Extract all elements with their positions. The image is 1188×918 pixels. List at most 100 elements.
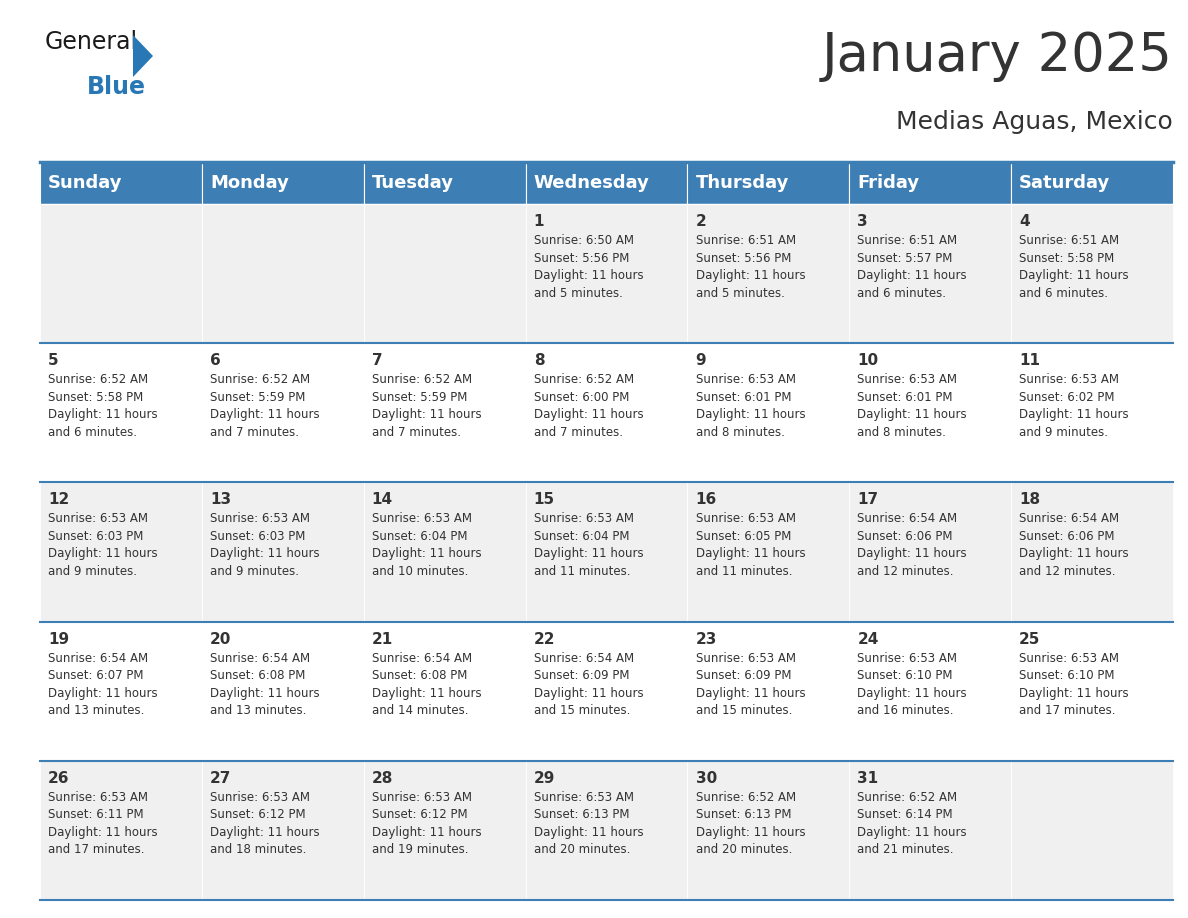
Text: 7: 7 [372, 353, 383, 368]
Bar [1011, 621, 1173, 761]
Text: 21: 21 [372, 632, 393, 646]
Text: 23: 23 [695, 632, 716, 646]
Text: January 2025: January 2025 [822, 30, 1173, 82]
Text: Sunrise: 6:53 AM
Sunset: 6:10 PM
Daylight: 11 hours
and 16 minutes.: Sunrise: 6:53 AM Sunset: 6:10 PM Dayligh… [858, 652, 967, 717]
Bar [364, 761, 525, 900]
Text: Sunrise: 6:53 AM
Sunset: 6:02 PM
Daylight: 11 hours
and 9 minutes.: Sunrise: 6:53 AM Sunset: 6:02 PM Dayligh… [1019, 374, 1129, 439]
Bar [525, 761, 688, 900]
Bar [525, 482, 688, 621]
Text: Monday: Monday [210, 174, 289, 192]
Text: Sunrise: 6:53 AM
Sunset: 6:03 PM
Daylight: 11 hours
and 9 minutes.: Sunrise: 6:53 AM Sunset: 6:03 PM Dayligh… [48, 512, 158, 578]
Text: Sunrise: 6:52 AM
Sunset: 6:14 PM
Daylight: 11 hours
and 21 minutes.: Sunrise: 6:52 AM Sunset: 6:14 PM Dayligh… [858, 790, 967, 856]
Bar [525, 621, 688, 761]
Text: Sunrise: 6:54 AM
Sunset: 6:08 PM
Daylight: 11 hours
and 13 minutes.: Sunrise: 6:54 AM Sunset: 6:08 PM Dayligh… [210, 652, 320, 717]
Text: Sunrise: 6:54 AM
Sunset: 6:06 PM
Daylight: 11 hours
and 12 minutes.: Sunrise: 6:54 AM Sunset: 6:06 PM Dayligh… [858, 512, 967, 578]
Bar [40, 343, 202, 482]
Bar [1011, 204, 1173, 343]
Bar [525, 162, 688, 204]
Bar [688, 761, 849, 900]
Bar [364, 204, 525, 343]
Bar [1011, 482, 1173, 621]
Bar [40, 204, 202, 343]
Bar [202, 761, 364, 900]
Bar [525, 204, 688, 343]
Text: Thursday: Thursday [695, 174, 789, 192]
Text: General: General [45, 30, 138, 54]
Text: 2: 2 [695, 214, 707, 229]
Text: 4: 4 [1019, 214, 1030, 229]
Text: Sunrise: 6:53 AM
Sunset: 6:10 PM
Daylight: 11 hours
and 17 minutes.: Sunrise: 6:53 AM Sunset: 6:10 PM Dayligh… [1019, 652, 1129, 717]
Text: Sunrise: 6:53 AM
Sunset: 6:04 PM
Daylight: 11 hours
and 10 minutes.: Sunrise: 6:53 AM Sunset: 6:04 PM Dayligh… [372, 512, 481, 578]
Text: 1: 1 [533, 214, 544, 229]
Bar [849, 761, 1011, 900]
Text: 17: 17 [858, 492, 878, 508]
Text: Sunrise: 6:52 AM
Sunset: 6:00 PM
Daylight: 11 hours
and 7 minutes.: Sunrise: 6:52 AM Sunset: 6:00 PM Dayligh… [533, 374, 643, 439]
Text: Medias Aguas, Mexico: Medias Aguas, Mexico [896, 110, 1173, 134]
Bar [40, 621, 202, 761]
Bar [1011, 162, 1173, 204]
Bar [525, 343, 688, 482]
Text: Sunrise: 6:53 AM
Sunset: 6:12 PM
Daylight: 11 hours
and 19 minutes.: Sunrise: 6:53 AM Sunset: 6:12 PM Dayligh… [372, 790, 481, 856]
Bar [202, 621, 364, 761]
Text: Sunday: Sunday [48, 174, 122, 192]
Text: 30: 30 [695, 771, 716, 786]
Bar [364, 162, 525, 204]
Bar [849, 621, 1011, 761]
Text: 16: 16 [695, 492, 716, 508]
Text: Sunrise: 6:50 AM
Sunset: 5:56 PM
Daylight: 11 hours
and 5 minutes.: Sunrise: 6:50 AM Sunset: 5:56 PM Dayligh… [533, 234, 643, 299]
Text: 12: 12 [48, 492, 69, 508]
Text: Sunrise: 6:53 AM
Sunset: 6:09 PM
Daylight: 11 hours
and 15 minutes.: Sunrise: 6:53 AM Sunset: 6:09 PM Dayligh… [695, 652, 805, 717]
Bar [688, 343, 849, 482]
Text: Blue: Blue [87, 75, 146, 99]
Text: Sunrise: 6:52 AM
Sunset: 5:58 PM
Daylight: 11 hours
and 6 minutes.: Sunrise: 6:52 AM Sunset: 5:58 PM Dayligh… [48, 374, 158, 439]
Bar [40, 482, 202, 621]
Text: Sunrise: 6:54 AM
Sunset: 6:06 PM
Daylight: 11 hours
and 12 minutes.: Sunrise: 6:54 AM Sunset: 6:06 PM Dayligh… [1019, 512, 1129, 578]
Text: Sunrise: 6:51 AM
Sunset: 5:56 PM
Daylight: 11 hours
and 5 minutes.: Sunrise: 6:51 AM Sunset: 5:56 PM Dayligh… [695, 234, 805, 299]
Bar [849, 162, 1011, 204]
Bar [1011, 343, 1173, 482]
Text: 9: 9 [695, 353, 706, 368]
Text: 5: 5 [48, 353, 58, 368]
Bar [849, 343, 1011, 482]
Text: 10: 10 [858, 353, 878, 368]
Bar [849, 482, 1011, 621]
Bar [688, 162, 849, 204]
Text: Sunrise: 6:54 AM
Sunset: 6:09 PM
Daylight: 11 hours
and 15 minutes.: Sunrise: 6:54 AM Sunset: 6:09 PM Dayligh… [533, 652, 643, 717]
Bar [40, 761, 202, 900]
Text: 8: 8 [533, 353, 544, 368]
Text: 19: 19 [48, 632, 69, 646]
Text: Sunrise: 6:54 AM
Sunset: 6:07 PM
Daylight: 11 hours
and 13 minutes.: Sunrise: 6:54 AM Sunset: 6:07 PM Dayligh… [48, 652, 158, 717]
Text: 18: 18 [1019, 492, 1041, 508]
Text: Tuesday: Tuesday [372, 174, 454, 192]
Text: 29: 29 [533, 771, 555, 786]
Text: Sunrise: 6:53 AM
Sunset: 6:03 PM
Daylight: 11 hours
and 9 minutes.: Sunrise: 6:53 AM Sunset: 6:03 PM Dayligh… [210, 512, 320, 578]
Text: 15: 15 [533, 492, 555, 508]
Text: 20: 20 [210, 632, 232, 646]
Bar [202, 204, 364, 343]
Bar [688, 621, 849, 761]
Bar [364, 343, 525, 482]
Text: Sunrise: 6:54 AM
Sunset: 6:08 PM
Daylight: 11 hours
and 14 minutes.: Sunrise: 6:54 AM Sunset: 6:08 PM Dayligh… [372, 652, 481, 717]
Bar [688, 204, 849, 343]
Text: Sunrise: 6:51 AM
Sunset: 5:58 PM
Daylight: 11 hours
and 6 minutes.: Sunrise: 6:51 AM Sunset: 5:58 PM Dayligh… [1019, 234, 1129, 299]
Text: 6: 6 [210, 353, 221, 368]
Text: Friday: Friday [858, 174, 920, 192]
Text: Saturday: Saturday [1019, 174, 1111, 192]
Text: 26: 26 [48, 771, 70, 786]
Text: Sunrise: 6:53 AM
Sunset: 6:05 PM
Daylight: 11 hours
and 11 minutes.: Sunrise: 6:53 AM Sunset: 6:05 PM Dayligh… [695, 512, 805, 578]
Polygon shape [133, 35, 153, 77]
Text: 24: 24 [858, 632, 879, 646]
Bar [364, 621, 525, 761]
Bar [202, 162, 364, 204]
Bar [40, 162, 202, 204]
Text: 11: 11 [1019, 353, 1041, 368]
Bar [849, 204, 1011, 343]
Text: 27: 27 [210, 771, 232, 786]
Bar [364, 482, 525, 621]
Text: 3: 3 [858, 214, 868, 229]
Text: Wednesday: Wednesday [533, 174, 650, 192]
Text: 31: 31 [858, 771, 878, 786]
Text: Sunrise: 6:52 AM
Sunset: 6:13 PM
Daylight: 11 hours
and 20 minutes.: Sunrise: 6:52 AM Sunset: 6:13 PM Dayligh… [695, 790, 805, 856]
Bar [202, 482, 364, 621]
Text: 13: 13 [210, 492, 232, 508]
